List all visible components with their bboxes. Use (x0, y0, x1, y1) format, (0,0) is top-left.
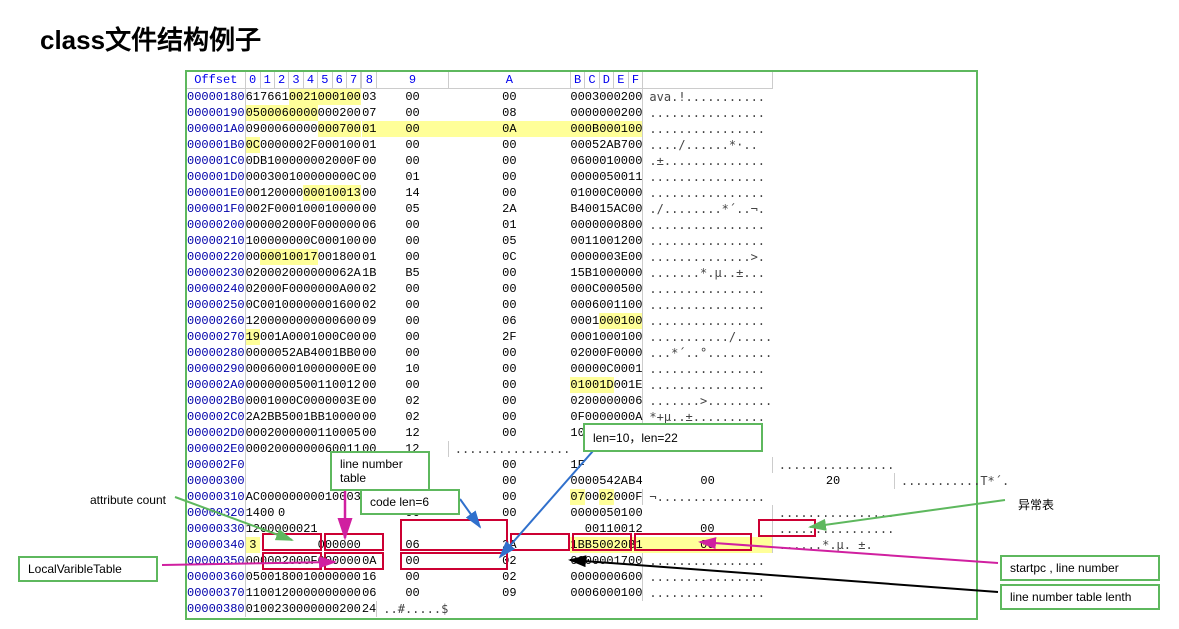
line-number-len-label: line number table lenth (1000, 584, 1160, 610)
red-box-1 (262, 533, 322, 551)
attribute-count-label: attribute count (44, 489, 174, 511)
line-number-table-label: line number table (330, 451, 430, 491)
red-box-7 (758, 519, 816, 537)
red-box-9 (324, 552, 384, 570)
len-label: len=10，len=22 (583, 423, 763, 452)
page-title: class文件结构例子 (40, 20, 261, 57)
code-len-label: code len=6 (360, 489, 460, 515)
red-box-4 (510, 533, 570, 551)
red-box-3 (400, 519, 508, 551)
red-box-2 (324, 533, 384, 551)
red-box-5 (572, 533, 632, 551)
exception-table-label: 异常表 (1010, 492, 1062, 517)
red-box-6 (634, 533, 752, 551)
startpc-label: startpc , line number (1000, 555, 1160, 581)
red-box-8 (262, 552, 322, 570)
red-box-10 (400, 552, 508, 570)
local-variable-table-label: LocalVaribleTable (18, 556, 158, 582)
